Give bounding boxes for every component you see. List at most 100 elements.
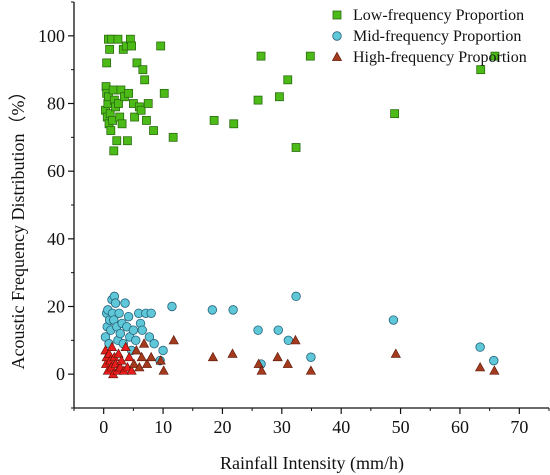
data-point bbox=[134, 361, 145, 372]
x-axis-title: Rainfall Intensity (mm/h) bbox=[220, 453, 404, 474]
x-tick-label: 40 bbox=[332, 417, 350, 437]
y-axis-title: Acoustic Frequency Distribution（%） bbox=[8, 83, 28, 370]
data-point bbox=[291, 291, 301, 302]
legend-label: Low-frequency Proportion bbox=[353, 7, 524, 24]
data-point bbox=[149, 339, 159, 349]
data-point bbox=[132, 58, 142, 68]
data-point bbox=[108, 85, 118, 95]
data-point bbox=[291, 143, 301, 152]
data-point bbox=[229, 119, 239, 129]
y-tick-label: 0 bbox=[56, 364, 65, 384]
legend-item: Mid-frequency Proportion bbox=[332, 28, 521, 45]
data-point bbox=[109, 146, 119, 156]
data-point bbox=[112, 136, 122, 146]
data-point bbox=[124, 351, 135, 362]
axis-ticks: 0 10 20 30 40 50 60 70 0 20 40 60 80 100 bbox=[38, 1, 550, 437]
series-2 bbox=[100, 291, 499, 369]
data-point bbox=[490, 51, 500, 61]
y-tick-label: 60 bbox=[47, 161, 65, 181]
data-point bbox=[114, 308, 124, 318]
data-point bbox=[106, 126, 116, 135]
data-point bbox=[131, 345, 142, 355]
data-point bbox=[489, 365, 500, 375]
data-point bbox=[207, 305, 218, 315]
data-point bbox=[116, 355, 127, 365]
data-point bbox=[138, 338, 150, 348]
data-point bbox=[113, 34, 123, 44]
legend-label: Mid-frequency Proportion bbox=[353, 28, 521, 45]
data-point bbox=[136, 105, 146, 115]
data-point bbox=[128, 325, 139, 335]
y-tick-label: 20 bbox=[47, 297, 65, 317]
data-point bbox=[127, 41, 136, 51]
data-point bbox=[227, 348, 238, 358]
data-point bbox=[390, 348, 401, 358]
data-point bbox=[282, 358, 293, 368]
data-point bbox=[123, 311, 134, 322]
data-point bbox=[146, 308, 156, 318]
data-point bbox=[130, 112, 139, 122]
data-point bbox=[475, 361, 486, 372]
data-point bbox=[489, 355, 499, 366]
data-point bbox=[105, 44, 115, 54]
data-point bbox=[256, 365, 267, 375]
series-3 bbox=[100, 334, 500, 379]
data-point bbox=[117, 119, 127, 129]
x-tick-label: 30 bbox=[273, 417, 291, 437]
data-point bbox=[115, 328, 126, 339]
data-point bbox=[273, 325, 283, 335]
data-point bbox=[253, 325, 263, 335]
data-point bbox=[306, 352, 316, 362]
data-point bbox=[159, 88, 169, 98]
data-point bbox=[110, 298, 121, 308]
x-tick-label: 0 bbox=[99, 417, 108, 437]
data-points bbox=[100, 34, 500, 379]
data-point bbox=[113, 348, 124, 358]
data-point bbox=[209, 116, 219, 125]
data-point bbox=[476, 65, 486, 75]
legend-label: High-frequency Proportion bbox=[353, 49, 527, 66]
legend-item: Low-frequency Proportion bbox=[332, 7, 524, 24]
data-point bbox=[142, 116, 151, 125]
data-point bbox=[156, 41, 166, 51]
data-point bbox=[137, 325, 147, 335]
data-point bbox=[253, 358, 264, 368]
data-point bbox=[305, 51, 315, 61]
data-point bbox=[102, 58, 112, 68]
data-point bbox=[275, 92, 284, 102]
data-point bbox=[143, 99, 153, 108]
y-tick-label: 80 bbox=[47, 94, 65, 114]
data-point bbox=[272, 351, 283, 362]
x-tick-label: 60 bbox=[451, 417, 469, 437]
x-tick-label: 70 bbox=[510, 417, 528, 437]
data-point bbox=[207, 351, 219, 362]
data-point bbox=[136, 351, 147, 362]
data-point bbox=[388, 315, 399, 325]
data-point bbox=[158, 365, 169, 375]
data-point bbox=[228, 305, 238, 315]
x-tick-label: 10 bbox=[154, 417, 172, 437]
data-point bbox=[124, 88, 134, 98]
y-tick-label: 40 bbox=[47, 229, 65, 249]
data-point bbox=[140, 75, 150, 85]
data-point bbox=[167, 301, 177, 312]
data-point bbox=[120, 341, 131, 352]
y-tick-label: 100 bbox=[38, 26, 65, 46]
data-point bbox=[120, 298, 130, 308]
data-point bbox=[168, 334, 179, 345]
data-point bbox=[138, 65, 148, 75]
data-point bbox=[158, 345, 168, 356]
data-point bbox=[114, 99, 123, 108]
data-point bbox=[155, 355, 166, 365]
legend-item: High-frequency Proportion bbox=[331, 49, 527, 66]
data-point bbox=[123, 136, 132, 146]
legend-marker bbox=[331, 51, 343, 61]
data-point bbox=[128, 358, 140, 368]
data-point bbox=[106, 341, 118, 352]
data-point bbox=[305, 365, 317, 375]
x-tick-label: 50 bbox=[392, 417, 410, 437]
legend: Low-frequency Proportion Mid-frequency Pr… bbox=[331, 7, 527, 66]
x-tick-label: 20 bbox=[213, 417, 231, 437]
data-point bbox=[149, 126, 158, 135]
